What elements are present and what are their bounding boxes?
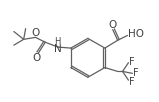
Text: N: N <box>54 44 62 54</box>
Text: O: O <box>109 20 117 30</box>
Text: O: O <box>31 28 40 38</box>
Text: HO: HO <box>128 29 144 39</box>
Text: F: F <box>129 77 134 87</box>
Text: H: H <box>54 37 60 46</box>
Text: F: F <box>129 57 134 67</box>
Text: F: F <box>134 68 139 78</box>
Text: O: O <box>32 53 41 63</box>
